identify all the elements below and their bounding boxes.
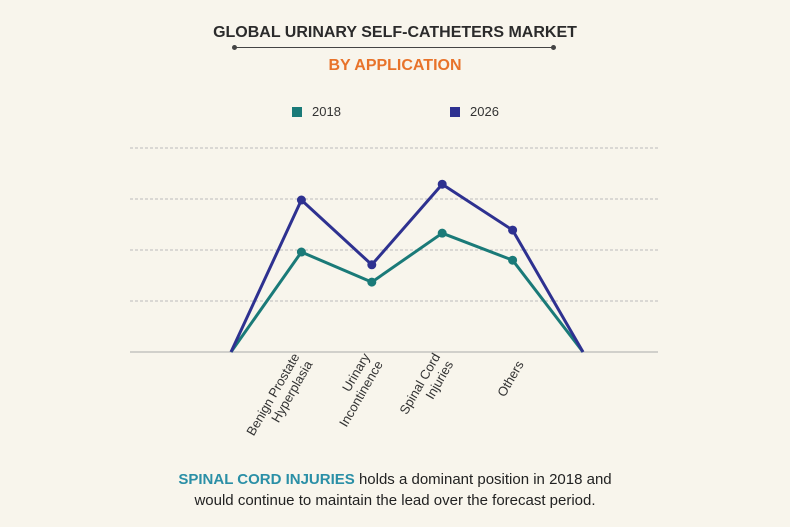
- footer-highlight: SPINAL CORD INJURIES: [178, 471, 355, 488]
- data-point-2026: [437, 179, 447, 189]
- legend-swatch-2018: [292, 106, 302, 117]
- data-point-2026: [367, 260, 377, 270]
- x-tick-label: Spinal CordInjuries: [396, 350, 456, 424]
- data-point-2018: [437, 228, 447, 238]
- x-tick-label: UrinaryIncontinence: [323, 350, 386, 429]
- data-point-2026: [296, 195, 306, 205]
- legend-item-2026: 2026: [450, 104, 499, 119]
- x-tick-label: Benign ProstateHyperplasia: [243, 350, 316, 446]
- footer-text: would continue to maintain the lead over…: [194, 492, 596, 509]
- title-divider: [232, 45, 556, 50]
- series-line-2026: [229, 182, 585, 353]
- legend-label: 2026: [470, 104, 499, 119]
- x-tick-label: Others: [494, 358, 527, 400]
- chart-title: GLOBAL URINARY SELF-CATHETERS MARKET: [213, 24, 577, 41]
- series-line-2018: [229, 231, 585, 353]
- legend-item-2018: 2018: [292, 104, 341, 119]
- legend-label: 2018: [312, 104, 341, 119]
- data-point-2018: [367, 277, 377, 287]
- footer-text: holds a dominant position in 2018 and: [354, 471, 612, 488]
- chart-subtitle: BY APPLICATION: [328, 57, 462, 74]
- data-point-2018: [296, 247, 306, 257]
- data-point-2026: [508, 225, 518, 235]
- data-point-2018: [508, 255, 518, 265]
- legend-swatch-2026: [450, 106, 460, 117]
- footer-note: SPINAL CORD INJURIES holds a dominant po…: [0, 469, 790, 511]
